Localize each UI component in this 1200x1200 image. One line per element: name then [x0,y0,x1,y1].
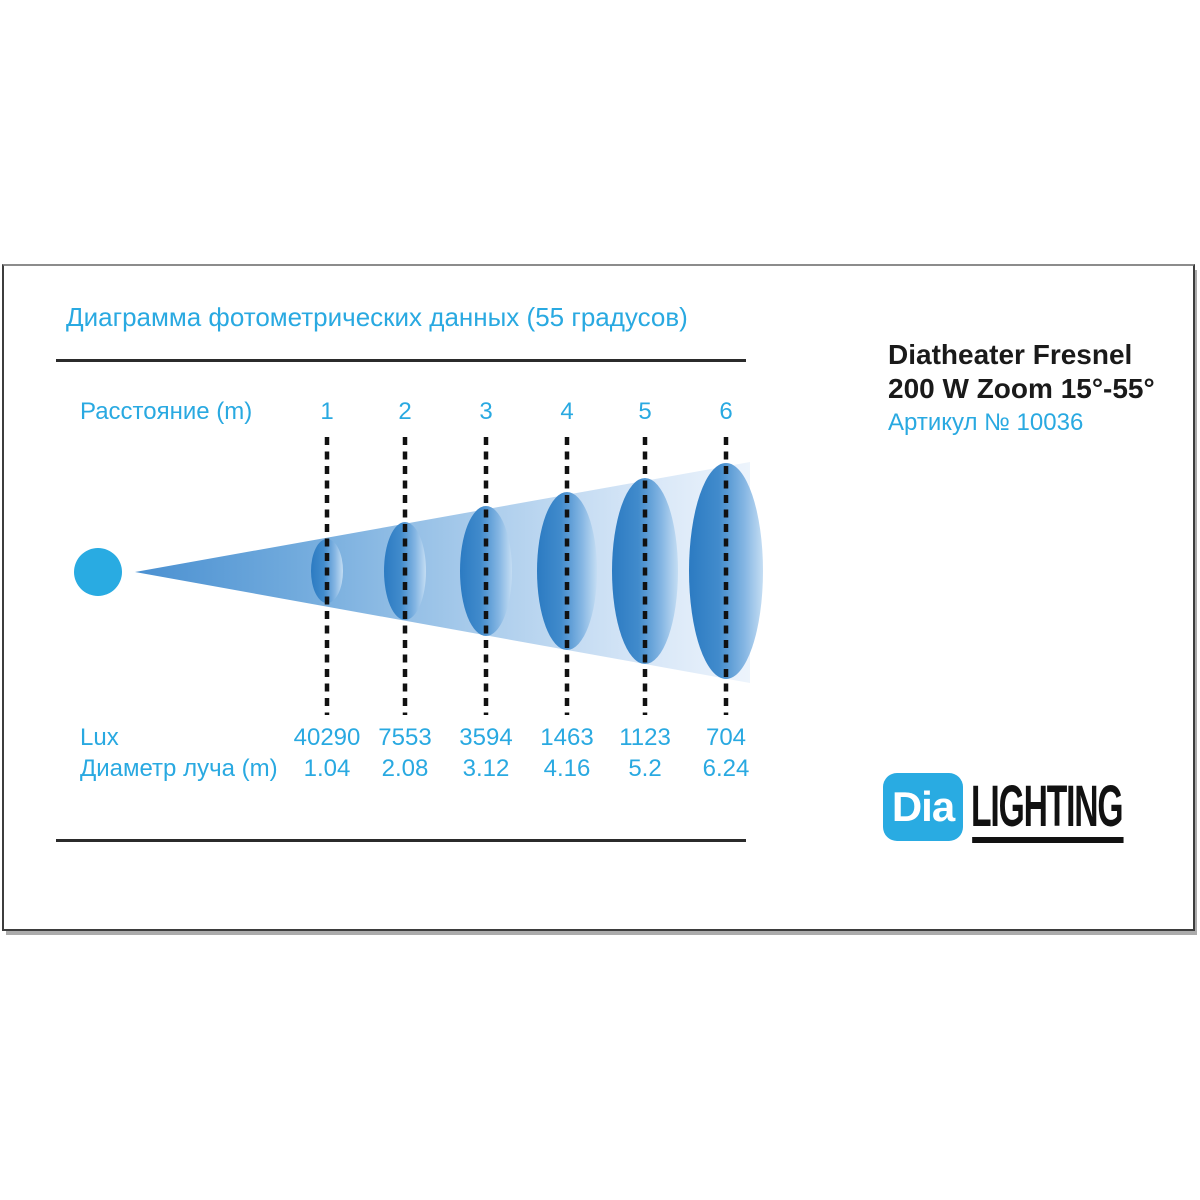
logo-wordmark: LIGHTING [971,774,1124,843]
product-name-line2: 200 W Zoom 15°-55° [888,373,1155,404]
distance-marker-lines [324,437,729,715]
product-sku: Артикул № 10036 [888,409,1084,436]
lux-value: 704 [705,724,747,751]
diameter-row-label: Диаметр луча (m) [80,755,278,782]
distance-value: 1 [320,398,334,425]
brand-logo: Dia LIGHTING [883,773,1163,843]
diagram-title: Диаграмма фотометрических данных (55 гра… [66,302,688,332]
beam-diagram [74,437,763,715]
light-source-dot [74,548,122,596]
lux-row-label: Lux [80,724,119,751]
product-info: Diatheater Fresnel 200 W Zoom 15°-55° Ар… [888,338,1188,437]
logo-dia-badge: Dia [883,773,963,841]
beam-cone [135,462,750,683]
beam-diameter-value: 3.12 [462,755,510,782]
top-divider [56,359,746,362]
lux-value: 40290 [293,724,361,751]
distance-value: 6 [719,398,733,425]
lux-value: 7553 [378,724,432,751]
product-name-line1: Diatheater Fresnel [888,339,1133,370]
photometric-spec-panel: Диаграмма фотометрических данных (55 гра… [2,264,1195,931]
distance-value: 3 [479,398,493,425]
lux-value: 1463 [540,724,594,751]
distance-row-label: Расстояние (m) [80,398,253,425]
beam-diameter-value: 6.24 [702,755,750,782]
beam-diameter-value: 2.08 [381,755,429,782]
distance-value: 4 [560,398,574,425]
beam-diameter-value: 4.16 [543,755,591,782]
beam-diameter-value: 5.2 [628,755,662,782]
beam-diameter-value: 1.04 [303,755,351,782]
lux-value: 3594 [459,724,513,751]
distance-value: 2 [398,398,412,425]
lux-value: 1123 [619,724,671,751]
bottom-divider [56,839,746,842]
distance-value: 5 [638,398,652,425]
